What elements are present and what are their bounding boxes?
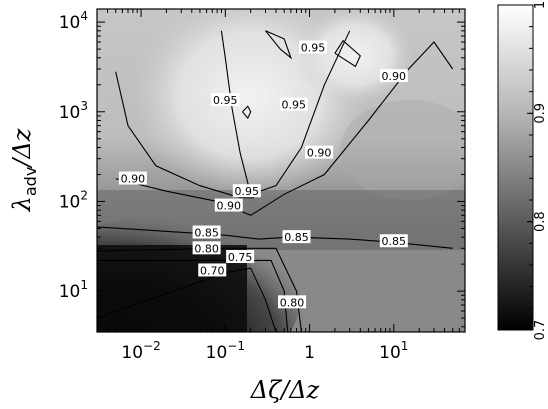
colorbar-tick-label: 0.8 [533,211,548,232]
colorbar: 0.7 0.8 0.9 1 [497,1,548,340]
contour-label-text: 0.75 [228,251,253,264]
contour-label-text: 0.85 [194,227,219,240]
contour-label: 0.95 [232,184,261,198]
contour-label-text: 0.85 [284,231,309,244]
colorbar-tick-label: 0.7 [533,320,548,341]
y-axis-title: λadv/Δz [8,128,40,212]
contour-label-text: 0.90 [382,70,407,83]
contour-label-text: 0.95 [282,99,307,112]
x-axis-title: Δζ/Δz [250,376,320,404]
contour-label-text: 0.80 [194,242,219,255]
x-tick-label: 10−2 [121,339,160,363]
contour-0.95-8 [334,39,361,68]
contour-label-text: 0.95 [213,94,238,107]
colorbar-tick-label: 1 [533,1,548,9]
contour-label: 0.90 [379,69,408,83]
contour-0.70-0 [97,267,277,332]
contour-label-text: 0.70 [200,264,225,277]
contour-label-text: 0.95 [301,42,326,55]
contour-label: 0.90 [214,198,243,213]
y-tick-label: 101 [59,278,88,302]
contour-0.90-4 [115,41,454,216]
contour-label: 0.95 [299,40,328,55]
contour-label-text: 0.90 [307,147,332,160]
contour-label: 0.75 [226,250,255,264]
contour-label-text: 0.90 [121,173,146,186]
contour-0.95-9 [242,105,252,120]
contour-label: 0.95 [211,93,240,107]
x-tick-label: 1 [304,343,315,363]
colorbar-ticks: 0.7 0.8 0.9 1 [527,1,548,340]
colorbar-tick-label: 0.9 [533,103,548,124]
contour-label: 0.90 [305,145,334,160]
x-axis: 10−2 10−1 1 101 [96,9,466,363]
plot-frame [96,8,466,333]
y-axis: 101 102 103 104 [59,9,465,328]
contour-label: 0.95 [279,97,308,112]
contour-0.95-7 [265,30,293,60]
contour-label-text: 0.80 [280,296,305,309]
contour-label: 0.80 [278,295,307,309]
y-tick-label: 102 [59,188,88,212]
x-tick-label: 10−1 [206,339,245,363]
contour-label: 0.90 [118,171,147,186]
x-tick-label: 101 [379,339,408,363]
contour-label: 0.85 [379,234,408,248]
contour-labels: 0.700.75 0.80 0.85 0.85 0.85 0.80 0.90 0.90 0.90… [118,40,408,309]
contour-0.90-5 [115,71,255,199]
y-tick-label: 103 [59,99,88,123]
colorbar-gradient [497,4,534,331]
contour-label-text: 0.90 [217,200,242,213]
contour-label: 0.85 [192,225,221,240]
contour-label: 0.70 [198,263,227,277]
contour-label: 0.85 [282,230,311,244]
y-tick-label: 104 [59,9,88,33]
contour-label-text: 0.95 [235,185,260,198]
contour-label: 0.80 [192,241,221,255]
contour-label-text: 0.85 [382,235,407,248]
